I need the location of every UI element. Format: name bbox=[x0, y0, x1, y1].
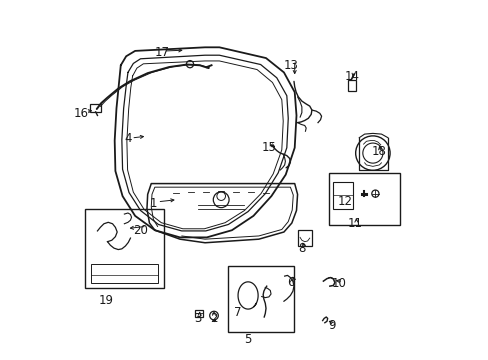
Text: 14: 14 bbox=[344, 69, 359, 82]
Text: 20: 20 bbox=[133, 224, 148, 237]
Text: 12: 12 bbox=[337, 195, 352, 208]
Bar bbox=[91, 264, 158, 283]
Text: 4: 4 bbox=[124, 132, 131, 145]
Bar bbox=[85, 210, 163, 288]
Bar bbox=[348, 80, 356, 91]
Bar bbox=[298, 230, 311, 246]
Text: 19: 19 bbox=[99, 294, 114, 307]
Bar bbox=[333, 182, 352, 209]
Text: 13: 13 bbox=[283, 59, 298, 72]
Text: 16: 16 bbox=[74, 107, 89, 120]
Text: 17: 17 bbox=[154, 46, 169, 59]
Text: 11: 11 bbox=[347, 216, 363, 230]
Text: 2: 2 bbox=[210, 311, 217, 325]
Bar bbox=[90, 104, 101, 112]
Text: 5: 5 bbox=[244, 333, 251, 346]
Bar bbox=[328, 173, 400, 225]
Text: 9: 9 bbox=[328, 319, 335, 332]
Text: 10: 10 bbox=[331, 278, 346, 291]
Bar bbox=[195, 310, 202, 317]
Bar bbox=[227, 266, 293, 332]
Text: 15: 15 bbox=[262, 141, 277, 154]
Text: 18: 18 bbox=[371, 145, 386, 158]
Text: 7: 7 bbox=[233, 306, 241, 319]
Text: 6: 6 bbox=[287, 276, 294, 289]
Text: 1: 1 bbox=[149, 197, 157, 210]
Text: 3: 3 bbox=[194, 311, 201, 325]
Text: 8: 8 bbox=[298, 242, 305, 255]
